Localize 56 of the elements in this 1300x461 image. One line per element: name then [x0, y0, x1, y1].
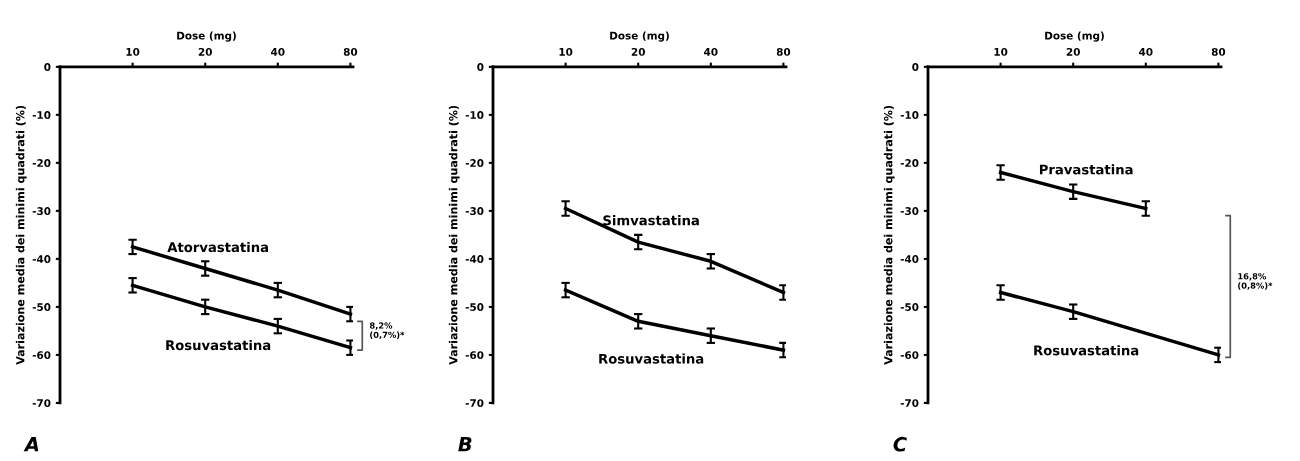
y-tick-label: -30 — [465, 207, 484, 215]
y-tick-label: -50 — [465, 303, 484, 311]
y-tick-label: -30 — [32, 207, 51, 215]
x-tick-label: 10 — [559, 47, 573, 56]
y-tick-label: -20 — [465, 159, 484, 167]
y-tick-label: -60 — [465, 351, 484, 360]
y-tick-label: -10 — [32, 111, 51, 119]
series-label: Rosuvastatina — [166, 339, 271, 351]
x-axis-title: Dose (mg) — [610, 31, 669, 42]
x-tick-label: 80 — [343, 47, 358, 56]
y-tick-label: -70 — [32, 399, 51, 408]
y-tick-label: -20 — [32, 159, 51, 167]
series-label: Rosuvastatina — [599, 353, 704, 364]
y-axis-title: Variazione media dei minimi quadrati (%) — [15, 105, 27, 365]
series-label: Rosuvastatina — [1034, 345, 1139, 356]
y-tick-label: -30 — [900, 207, 919, 215]
y-tick-label: -70 — [900, 399, 919, 408]
y-tick-label: -60 — [900, 351, 919, 360]
y-axis-title: Variazione media dei minimi quadrati (%) — [448, 105, 460, 365]
y-tick-label: 0 — [912, 63, 919, 71]
line-series — [563, 288, 786, 352]
x-axis-title: Dose (mg) — [177, 31, 236, 42]
x-tick-label: 20 — [1066, 47, 1080, 56]
series-label: Pravastatina — [1039, 164, 1133, 175]
y-tick-label: -40 — [900, 255, 919, 263]
x-axis-title: Dose (mg) — [1045, 31, 1104, 42]
x-tick-label: 20 — [631, 47, 645, 56]
x-tick-label: 80 — [1211, 47, 1226, 56]
y-tick-label: 0 — [477, 63, 484, 71]
text: C — [893, 436, 907, 452]
x-tick-label: 40 — [704, 47, 718, 56]
x-tick-label: 20 — [198, 47, 212, 56]
text: 16,8% (0,8%)* — [1238, 273, 1273, 290]
x-tick-label: 40 — [271, 47, 285, 56]
y-tick-label: -40 — [32, 255, 51, 263]
text: B — [458, 437, 472, 452]
x-tick-label: 10 — [126, 47, 140, 56]
text: A — [23, 437, 39, 452]
y-tick-label: -50 — [900, 303, 919, 311]
series-label: Atorvastatina — [167, 241, 268, 253]
line-series — [563, 206, 786, 295]
y-tick-label: -70 — [465, 399, 484, 408]
y-tick-label: -10 — [900, 111, 919, 119]
series-label: Simvastatina — [603, 215, 699, 226]
y-tick-label: -50 — [32, 303, 51, 311]
x-tick-label: 40 — [1139, 47, 1153, 56]
x-tick-label: 10 — [994, 47, 1008, 56]
y-tick-label: -40 — [465, 255, 484, 263]
x-tick-label: 80 — [776, 47, 791, 56]
y-tick-label: 0 — [44, 63, 51, 71]
y-tick-label: -20 — [900, 159, 919, 167]
y-tick-label: -60 — [32, 351, 51, 360]
line-series — [130, 283, 353, 350]
y-tick-label: -10 — [465, 111, 484, 119]
text: 8,2% (0,7%)* — [369, 322, 405, 340]
y-axis-title: Variazione media dei minimi quadrati (%) — [883, 105, 895, 365]
